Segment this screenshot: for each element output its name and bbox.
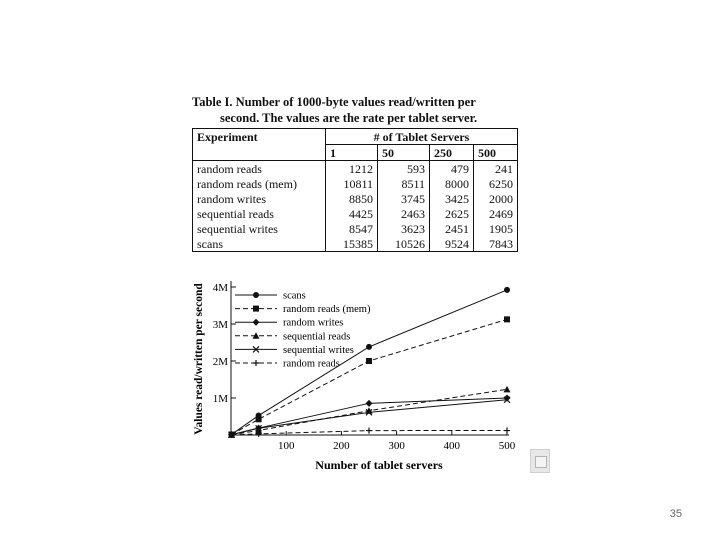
- data-point: [503, 385, 511, 393]
- table-row: sequential reads 4425 2463 2625 2469: [192, 206, 518, 221]
- header-servers-500: 500: [473, 144, 518, 161]
- row-name: random reads: [192, 160, 326, 176]
- table-row: scans 15385 10526 9524 7843: [192, 236, 518, 252]
- x-tick-label: 200: [333, 440, 350, 452]
- legend-marker: [252, 345, 260, 353]
- row-value: 241: [473, 160, 518, 176]
- row-value: 2000: [473, 191, 518, 206]
- series-line: [231, 430, 508, 436]
- row-value: 2469: [473, 206, 518, 221]
- data-point: [366, 343, 372, 350]
- y-tick-label: 3M: [213, 319, 229, 331]
- row-name: random reads (mem): [192, 176, 326, 191]
- row-value: 3745: [377, 191, 430, 206]
- row-value: 479: [429, 160, 474, 176]
- table-caption: Table I. Number of 1000-byte values read…: [192, 94, 522, 126]
- table-row: random writes 8850 3745 3425 2000: [192, 191, 518, 206]
- series-line: [231, 318, 508, 436]
- row-value: 3623: [377, 221, 430, 236]
- data-point: [366, 427, 372, 434]
- legend-marker: [253, 360, 259, 366]
- header-servers: # of Tablet Servers: [325, 128, 518, 145]
- y-tick-label: 2M: [213, 356, 229, 368]
- row-value: 7843: [473, 236, 518, 252]
- legend-label: scans: [283, 291, 306, 302]
- table-row: random reads 1212 593 479 241: [192, 160, 518, 176]
- row-value: 9524: [429, 236, 474, 252]
- image-placeholder-icon: [530, 449, 550, 473]
- y-tick-label: 4M: [213, 282, 229, 294]
- x-tick-label: 400: [444, 440, 461, 452]
- caption-line-1: Table I. Number of 1000-byte values read…: [192, 95, 476, 109]
- caption-line-2: second. The values are the rate per tabl…: [220, 111, 478, 125]
- data-point: [255, 424, 263, 432]
- legend-marker: [253, 305, 259, 312]
- legend-marker: [252, 332, 260, 339]
- data-point: [255, 426, 263, 434]
- row-value: 8850: [325, 191, 378, 206]
- table-row: random reads (mem) 10811 8511 8000 6250: [192, 176, 518, 191]
- row-value: 3425: [429, 191, 474, 206]
- row-name: sequential reads: [192, 206, 326, 221]
- row-name: random writes: [192, 191, 326, 206]
- legend-label: sequential writes: [283, 345, 354, 356]
- row-value: 1905: [473, 221, 518, 236]
- data-point: [503, 396, 511, 404]
- data-point: [504, 286, 510, 293]
- y-axis-label: Values read/written per second: [193, 283, 205, 435]
- data-point: [365, 399, 373, 407]
- x-tick-label: 300: [388, 440, 405, 452]
- x-tick-label: 100: [278, 440, 295, 452]
- row-value: 4425: [325, 206, 378, 221]
- data-point: [365, 408, 373, 416]
- table-row: sequential writes 8547 3623 2451 1905: [192, 221, 518, 236]
- row-value: 2625: [429, 206, 474, 221]
- row-value: 593: [377, 160, 430, 176]
- legend-marker: [252, 318, 260, 326]
- y-tick-label: 1M: [213, 393, 229, 405]
- header-servers-1: 1: [325, 144, 378, 161]
- data-point: [255, 430, 262, 437]
- row-name: sequential writes: [192, 221, 326, 236]
- legend-label: random reads: [283, 359, 340, 370]
- slide-number: 35: [669, 508, 682, 520]
- legend-marker: [253, 292, 259, 298]
- throughput-chart: 1M 2M 3M 4M 100 200 300 400 500 Number of tablet …: [193, 281, 516, 472]
- row-value: 6250: [473, 176, 518, 191]
- header-blank: [192, 144, 326, 161]
- x-axis-label: Number of tablet servers: [315, 458, 443, 472]
- row-name: scans: [192, 236, 326, 252]
- data-point: [228, 431, 235, 438]
- legend-label: sequential reads: [283, 331, 350, 342]
- data-point: [504, 427, 510, 434]
- row-value: 10526: [377, 236, 430, 252]
- x-tick-label: 500: [499, 440, 516, 452]
- row-value: 2451: [429, 221, 474, 236]
- data-point: [255, 416, 262, 423]
- results-table: Experiment # of Tablet Servers 1 50 250 …: [192, 128, 518, 252]
- data-point: [504, 316, 510, 323]
- row-value: 8547: [325, 221, 378, 236]
- row-value: 15385: [325, 236, 378, 252]
- row-value: 1212: [325, 160, 378, 176]
- row-value: 8000: [429, 176, 474, 191]
- header-servers-50: 50: [377, 144, 430, 161]
- header-servers-250: 250: [429, 144, 474, 161]
- header-experiment: Experiment: [192, 128, 326, 145]
- data-point: [366, 358, 372, 364]
- row-value: 10811: [325, 176, 378, 191]
- row-value: 2463: [377, 206, 430, 221]
- series-line: [231, 289, 508, 435]
- row-value: 8511: [377, 176, 430, 191]
- series-line: [231, 399, 508, 436]
- legend-label: random writes: [283, 318, 343, 329]
- legend-label: random reads (mem): [283, 304, 371, 315]
